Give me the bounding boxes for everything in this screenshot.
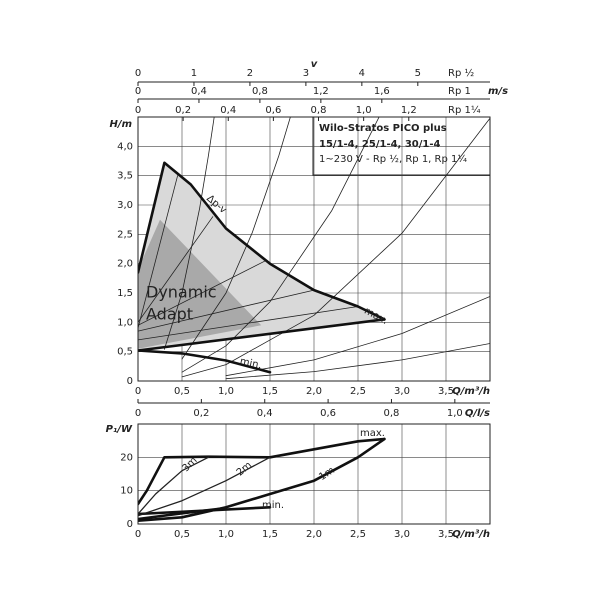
- y-axis-label: H/m: [110, 119, 132, 130]
- x-tick-label: 0,8: [384, 408, 400, 419]
- curve: [138, 289, 315, 332]
- curve: [138, 175, 178, 329]
- curve: [138, 349, 272, 374]
- x-tick-label: 3: [303, 68, 309, 79]
- y-tick-label: 3,5: [117, 171, 133, 182]
- x-tick-label: 5: [415, 68, 421, 79]
- annotation: 2m: [235, 460, 254, 479]
- curve: [164, 117, 215, 350]
- x-tick-label: 0,2: [193, 408, 209, 419]
- x-tick-label: 1,0: [218, 529, 234, 540]
- y-tick-label: 0: [127, 376, 133, 387]
- x-tick-label: 3,0: [394, 386, 410, 397]
- annotation: 1m: [317, 465, 337, 483]
- x-tick-label: 0,2: [175, 105, 191, 116]
- area: [138, 219, 262, 349]
- curve: [138, 260, 266, 326]
- y-tick-label: 0,5: [117, 347, 133, 358]
- curve: [181, 117, 380, 373]
- x-tick-label: 0: [135, 408, 141, 419]
- y-tick-label: 0: [127, 519, 133, 530]
- x-tick-label: 0: [135, 386, 141, 397]
- x-tick-label: 2,5: [350, 529, 366, 540]
- x-tick-label: 1,5: [262, 529, 278, 540]
- x-tick-label: 0,8: [252, 86, 268, 97]
- info-line: 15/1-4, 25/1-4, 30/1-4: [319, 139, 441, 150]
- x-tick-label: 3,5: [438, 529, 454, 540]
- x-tick-label: 3,0: [394, 529, 410, 540]
- y-axis-label: P₁/W: [106, 424, 133, 435]
- annotation: Adapt: [146, 305, 193, 324]
- x-tick-label: 0: [135, 105, 141, 116]
- x-tick-label: 3,5: [438, 386, 454, 397]
- x-tick-label: 0,6: [265, 105, 281, 116]
- curve: [138, 318, 386, 352]
- curve: [138, 161, 386, 321]
- x-tick-label: 0,6: [320, 408, 336, 419]
- axis-label: Rp 1: [448, 86, 471, 97]
- annotation: min.: [262, 500, 284, 511]
- curve: [138, 437, 386, 522]
- y-tick-label: 3,0: [117, 200, 133, 211]
- x-tick-label: 1,2: [401, 105, 417, 116]
- annotation: max.: [362, 306, 389, 327]
- x-tick-label: 1,5: [262, 386, 278, 397]
- x-tick-label: 1,2: [313, 86, 329, 97]
- x-tick-label: 1: [191, 68, 197, 79]
- info-line: Wilo-Stratos PICO plus: [319, 123, 447, 134]
- curve: [138, 437, 386, 506]
- y-tick-label: 10: [120, 486, 133, 497]
- x-tick-label: 2,0: [306, 386, 322, 397]
- curve: [181, 117, 490, 378]
- x-tick-label: 0,4: [257, 408, 273, 419]
- plot-frame: [137, 423, 491, 525]
- x-tick-label: 0,8: [311, 105, 327, 116]
- x-tick-label: 4: [359, 68, 365, 79]
- curve: [138, 456, 271, 517]
- y-tick-label: 1,0: [117, 317, 133, 328]
- y-tick-label: 4,0: [117, 141, 133, 152]
- x-tick-label: 1,0: [447, 408, 463, 419]
- x-tick-label: 2,5: [350, 386, 366, 397]
- y-tick-label: 2,0: [117, 259, 133, 270]
- annotation: max.: [360, 428, 385, 439]
- x-tick-label: 0,4: [220, 105, 236, 116]
- axis-label: v: [311, 59, 318, 70]
- curve: [181, 117, 291, 360]
- curve: [225, 296, 490, 377]
- curve: [138, 456, 210, 515]
- x-tick-label: 0,4: [191, 86, 207, 97]
- x-tick-label: 0: [135, 86, 141, 97]
- y-tick-label: 20: [120, 452, 133, 463]
- axis-label: Rp 1¼: [448, 104, 481, 116]
- x-tick-label: 0,5: [174, 529, 190, 540]
- x-axis-label: Q/m³/h: [452, 386, 490, 397]
- x-tick-label: 2,0: [306, 529, 322, 540]
- x-tick-label: 1,0: [356, 105, 372, 116]
- annotation: min.: [239, 356, 263, 371]
- y-tick-label: 1,5: [117, 288, 133, 299]
- x-tick-label: 0,5: [174, 386, 190, 397]
- annotation: Dynamic: [146, 283, 217, 302]
- axis-unit: m/s: [488, 86, 508, 97]
- x-tick-label: 0: [135, 68, 141, 79]
- x-tick-label: 2: [247, 68, 253, 79]
- info-line: 1~230 V - Rp ½, Rp 1, Rp 1¼: [319, 153, 467, 165]
- curve: [138, 306, 359, 341]
- info-box: [312, 116, 491, 176]
- curve: [138, 216, 214, 323]
- y-tick-label: 2,5: [117, 229, 133, 240]
- x-tick-label: 0: [135, 529, 141, 540]
- x-axis-label: Q/m³/h: [452, 529, 490, 540]
- curve: [138, 506, 228, 521]
- x-axis-label: Q/l/s: [465, 408, 490, 419]
- x-tick-label: 1,0: [218, 386, 234, 397]
- x-tick-label: 1,6: [374, 86, 390, 97]
- curve: [225, 343, 490, 380]
- axis-label: Rp ½: [448, 67, 474, 79]
